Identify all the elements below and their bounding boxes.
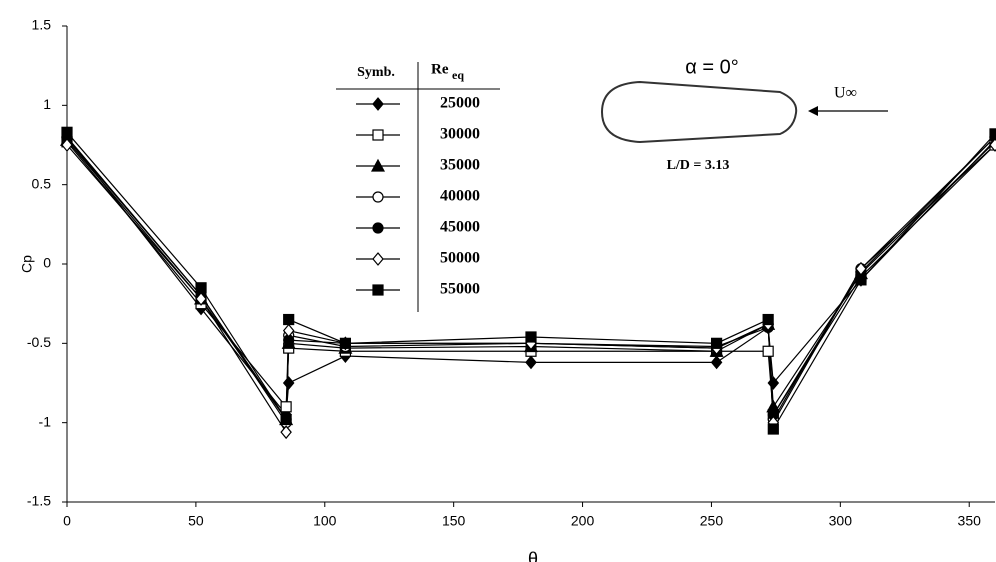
body-shape bbox=[600, 80, 798, 144]
legend-header: Symb. bbox=[357, 65, 395, 80]
data-point bbox=[280, 413, 292, 426]
data-point bbox=[989, 128, 996, 140]
y-tick-label: -1 bbox=[39, 413, 52, 429]
x-tick-label: 250 bbox=[700, 513, 724, 529]
legend-marker bbox=[370, 158, 386, 172]
data-point bbox=[283, 313, 295, 326]
y-tick-label: 0.5 bbox=[32, 175, 52, 191]
annotation: α = 0° bbox=[685, 56, 738, 78]
legend-marker bbox=[372, 284, 384, 296]
x-tick-label: 300 bbox=[829, 513, 853, 529]
data-point bbox=[525, 355, 537, 370]
data-point bbox=[710, 337, 723, 349]
legend-marker bbox=[372, 222, 384, 234]
legend-label: 50000 bbox=[440, 250, 480, 267]
legend-label: 40000 bbox=[440, 188, 480, 205]
data-point bbox=[710, 355, 723, 370]
legend-marker bbox=[372, 252, 384, 266]
data-point bbox=[762, 345, 774, 357]
data-point bbox=[525, 331, 537, 343]
data-point bbox=[280, 425, 292, 440]
legend-marker bbox=[372, 97, 384, 111]
data-point bbox=[195, 291, 207, 306]
legend-label: 55000 bbox=[440, 281, 480, 298]
legend-marker bbox=[372, 191, 384, 203]
data-point bbox=[280, 401, 292, 413]
legend-label: 30000 bbox=[440, 126, 480, 143]
data-point bbox=[767, 423, 779, 435]
annotation: U∞ bbox=[834, 85, 857, 102]
y-tick-label: -0.5 bbox=[27, 334, 51, 350]
data-point bbox=[989, 138, 996, 152]
data-point bbox=[282, 376, 295, 390]
legend-header-sub: eq bbox=[452, 68, 464, 82]
legend-label: 45000 bbox=[440, 219, 480, 236]
x-tick-label: 200 bbox=[571, 513, 595, 529]
flow-arrow-head bbox=[808, 106, 818, 116]
data-point bbox=[762, 313, 774, 326]
y-tick-label: 1.5 bbox=[32, 17, 52, 33]
x-tick-label: 150 bbox=[442, 513, 466, 529]
x-tick-label: 0 bbox=[63, 513, 71, 529]
y-tick-label: 1 bbox=[43, 96, 51, 112]
legend-marker bbox=[372, 129, 384, 141]
legend-header: Re bbox=[431, 61, 449, 77]
y-axis-label: Cp bbox=[19, 255, 35, 273]
y-tick-label: 0 bbox=[43, 255, 51, 271]
data-point bbox=[282, 323, 295, 338]
data-point bbox=[855, 274, 867, 286]
y-tick-label: -1.5 bbox=[27, 493, 51, 509]
legend-label: 35000 bbox=[440, 157, 480, 174]
x-axis-label: θ bbox=[528, 549, 538, 562]
legend-label: 25000 bbox=[440, 95, 480, 112]
annotation: L/D = 3.13 bbox=[667, 158, 730, 173]
data-point bbox=[195, 282, 207, 294]
data-point bbox=[61, 126, 73, 138]
data-point bbox=[339, 337, 351, 349]
x-tick-label: 350 bbox=[958, 513, 982, 529]
x-tick-label: 50 bbox=[188, 513, 204, 529]
x-tick-label: 100 bbox=[313, 513, 337, 529]
data-point bbox=[61, 138, 73, 152]
data-point bbox=[767, 376, 780, 390]
